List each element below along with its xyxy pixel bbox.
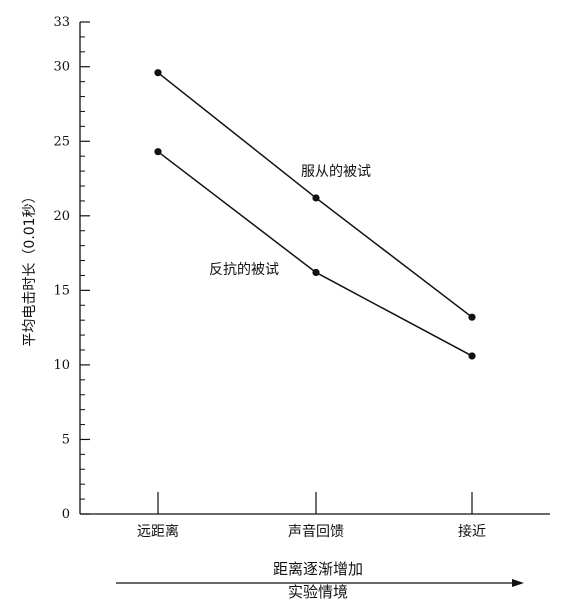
- series-label: 服从的被试: [301, 164, 371, 180]
- data-point: [312, 268, 320, 277]
- data-point: [154, 148, 162, 156]
- x-category-label: 声音回馈: [288, 523, 344, 540]
- y-tick-label: 10: [53, 358, 70, 373]
- direction-arrow-head: [512, 579, 524, 587]
- x-category-label: 远距离: [137, 523, 179, 540]
- y-axis-title: 平均电击时长（0.01秒）: [22, 189, 38, 346]
- y-tick-label: 0: [62, 507, 70, 522]
- y-tick-label: 25: [53, 134, 70, 149]
- y-axis-ticks: 0 5 10 15 20 25 30 33: [53, 15, 90, 522]
- x-category-label: 接近: [458, 523, 486, 540]
- series-label: 反抗的被试: [209, 262, 279, 278]
- data-point: [154, 69, 162, 77]
- y-tick-label: 15: [53, 283, 70, 298]
- series-line: [157, 151, 473, 357]
- data-point: [468, 352, 476, 360]
- caption-line-1: 距离逐渐增加: [273, 560, 363, 578]
- y-tick-label: 33: [53, 15, 70, 30]
- y-tick-label: 5: [62, 432, 70, 447]
- data-point: [312, 194, 320, 202]
- x-axis-ticks: 远距离 声音回馈 接近: [137, 492, 486, 540]
- y-tick-label: 20: [53, 209, 70, 224]
- data-point: [468, 313, 476, 321]
- caption-line-2: 实验情境: [288, 583, 348, 601]
- y-tick-label: 30: [53, 60, 70, 75]
